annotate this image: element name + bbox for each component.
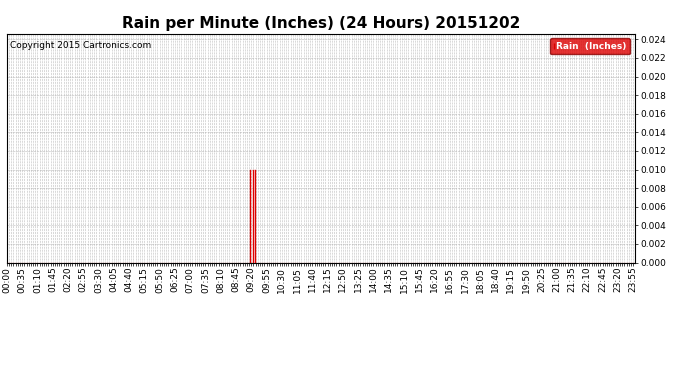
Title: Rain per Minute (Inches) (24 Hours) 20151202: Rain per Minute (Inches) (24 Hours) 2015… [121, 16, 520, 31]
Text: Copyright 2015 Cartronics.com: Copyright 2015 Cartronics.com [10, 40, 151, 50]
Legend: Rain  (Inches): Rain (Inches) [550, 38, 630, 54]
